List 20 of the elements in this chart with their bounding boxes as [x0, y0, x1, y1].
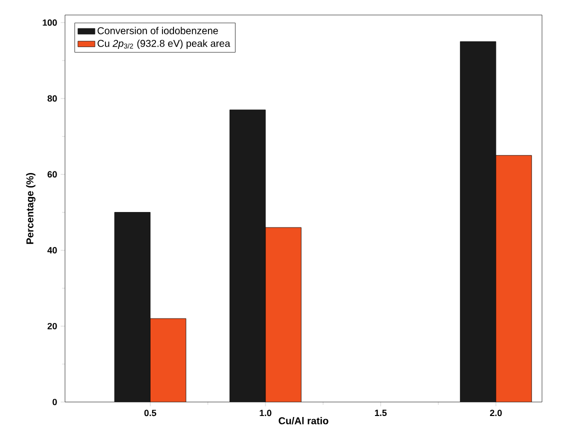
bar: [230, 110, 266, 402]
bar: [496, 155, 532, 402]
x-axis-title: Cu/Al ratio: [278, 416, 328, 424]
y-tick-label: 80: [48, 95, 57, 102]
bar: [460, 41, 496, 402]
legend-label: Cu 2p$_{3/2}$ (932.8 eV) peak area: [98, 40, 230, 49]
y-tick-label: 100: [42, 19, 57, 26]
bar: [150, 318, 186, 402]
legend-label: Conversion of iodobenzene: [98, 26, 218, 34]
y-tick-label: 60: [48, 171, 57, 178]
y-tick-label: 0: [52, 398, 57, 406]
y-axis-title: Percentage (%): [26, 173, 36, 244]
x-tick-label: 2.0: [490, 410, 502, 416]
bar: [265, 227, 302, 402]
bar: [114, 212, 150, 402]
x-tick-label: 1.5: [375, 410, 387, 416]
x-tick-label: 0.5: [144, 410, 156, 416]
x-tick-label: 1.0: [260, 410, 272, 416]
y-tick-label: 20: [48, 322, 57, 330]
y-tick-label: 40: [47, 247, 57, 254]
